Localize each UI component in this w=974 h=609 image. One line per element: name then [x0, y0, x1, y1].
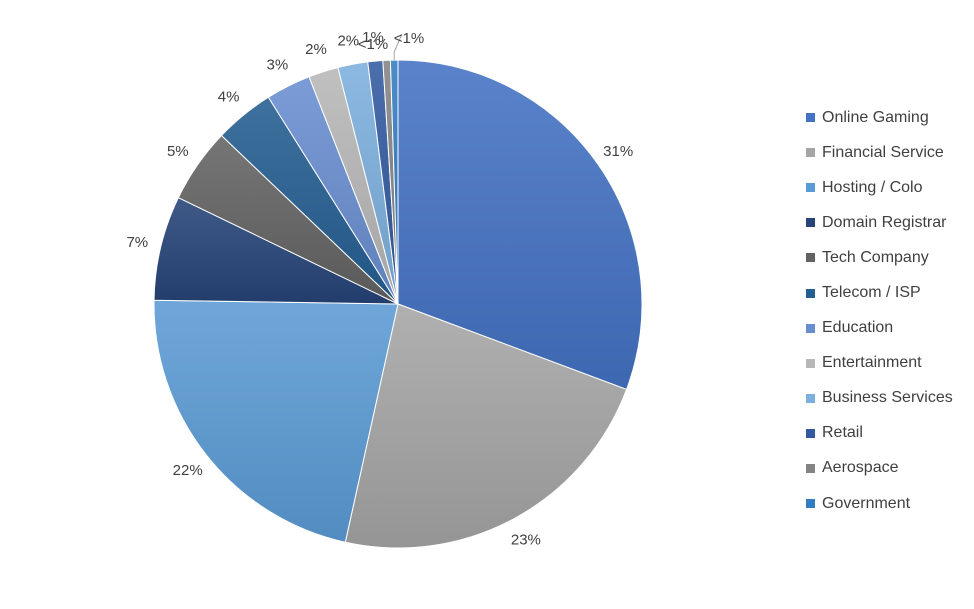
legend-item-entertainment: Entertainment: [806, 346, 972, 381]
legend-swatch: [806, 393, 815, 403]
legend-label: Financial Service: [822, 143, 944, 161]
slices-layer: [153, 59, 643, 549]
legend-item-aerospace: Aerospace: [806, 451, 972, 486]
pie-slice-domain-registrar: [153, 196, 399, 305]
legend-label: Retail: [822, 424, 863, 442]
legend-swatch: [806, 428, 815, 438]
leader-line-government: [393, 33, 403, 60]
legend-label: Entertainment: [822, 354, 922, 372]
legend-item-education: Education: [806, 311, 972, 346]
legend-label: Domain Registrar: [822, 213, 947, 231]
legend-item-online-gaming: Online Gaming: [806, 100, 972, 135]
legend-swatch: [806, 148, 815, 158]
legend-label: Business Services: [822, 389, 953, 407]
legend-swatch: [806, 499, 815, 509]
legend-item-financial-service: Financial Service: [806, 135, 972, 170]
legend-swatch: [806, 218, 815, 228]
legend-swatch: [806, 288, 815, 298]
legend-label: Telecom / ISP: [822, 284, 921, 302]
data-label-hosting-colo: 22%: [173, 462, 203, 479]
leader-lines-layer: [393, 33, 403, 60]
data-label-telecom-isp: 4%: [218, 88, 240, 105]
pie-slice-government: [389, 59, 399, 305]
legend-swatch: [806, 113, 815, 123]
legend-label: Government: [822, 494, 911, 512]
data-label-aerospace: <1%: [358, 36, 388, 53]
legend-item-telecom-isp: Telecom / ISP: [806, 275, 972, 310]
legend-label: Online Gaming: [822, 108, 929, 126]
legend-label: Tech Company: [822, 248, 929, 266]
legend-item-hosting-colo: Hosting / Colo: [806, 170, 972, 205]
data-label-business-services: 2%: [337, 33, 359, 50]
data-label-domain-registrar: 7%: [126, 234, 148, 251]
legend-item-retail: Retail: [806, 416, 972, 451]
legend-swatch: [806, 253, 815, 263]
legend-swatch: [806, 463, 815, 473]
legend-label: Aerospace: [822, 459, 899, 477]
legend-label: Education: [822, 319, 894, 337]
chart-legend: Online Gaming Financial Service Hosting / …: [806, 100, 972, 521]
legend-item-government: Government: [806, 486, 972, 521]
legend-item-tech-company: Tech Company: [806, 240, 972, 275]
data-label-government: <1%: [394, 30, 424, 47]
data-label-entertainment: 2%: [305, 41, 327, 58]
data-label-education: 3%: [267, 57, 289, 74]
legend-swatch: [806, 323, 815, 333]
data-labels-layer: 31%23%22%7%5%4%3%2% 2% 1%<1% <1%: [126, 29, 633, 548]
legend-item-business-services: Business Services: [806, 381, 972, 416]
legend-swatch: [806, 183, 815, 193]
legend-swatch: [806, 358, 815, 368]
pie-slice-hosting-colo: [153, 299, 399, 543]
legend-item-domain-registrar: Domain Registrar: [806, 205, 972, 240]
pie-slice-financial-service: [344, 303, 628, 549]
data-label-online-gaming: 31%: [603, 143, 633, 160]
data-label-retail: 1%: [362, 29, 384, 46]
data-label-tech-company: 5%: [167, 143, 189, 160]
legend-label: Hosting / Colo: [822, 178, 923, 196]
data-label-financial-service: 23%: [511, 532, 541, 549]
pie-slice-online-gaming: [397, 59, 643, 391]
